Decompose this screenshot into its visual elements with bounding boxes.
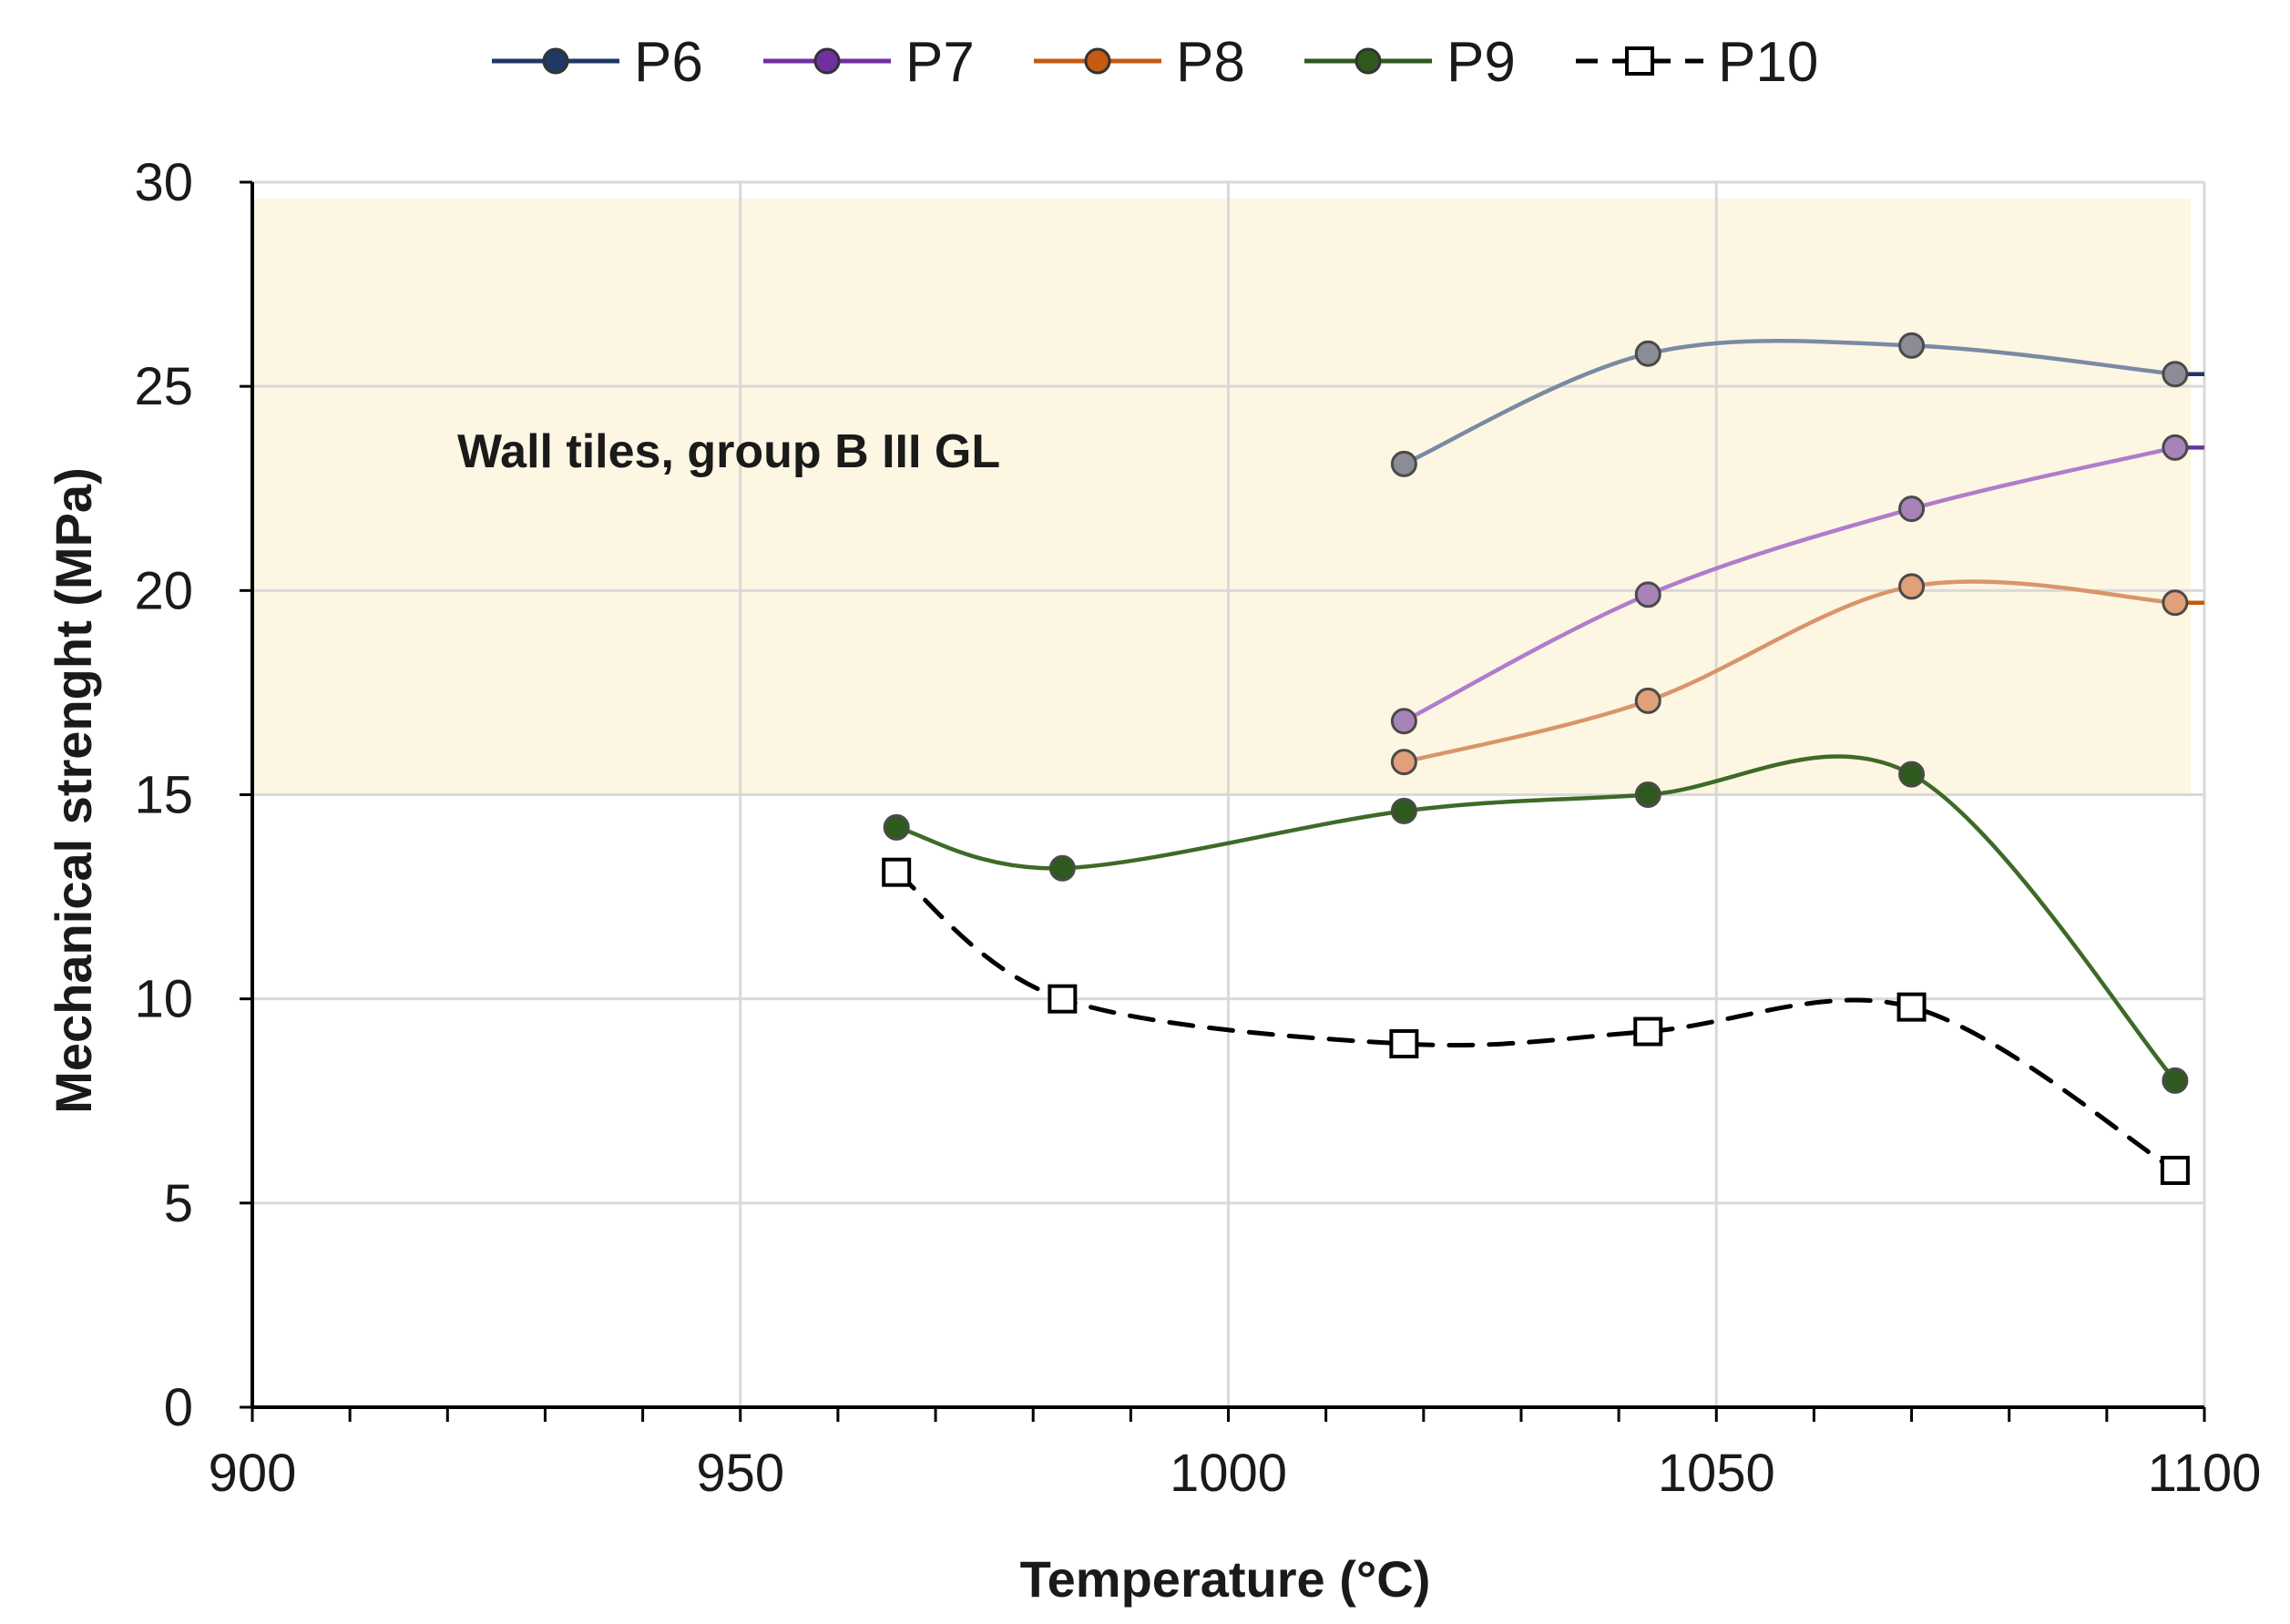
data-point-p7 xyxy=(1390,708,1417,735)
data-point-p7 xyxy=(1634,581,1661,608)
shaded-region-label: Wall tiles, group B III GL xyxy=(457,425,1000,478)
data-point-p6 xyxy=(1634,340,1661,367)
legend-label-p10: P10 xyxy=(1718,31,1818,94)
axes: 0 5 10 15 20 25 30 900 950 1000 1050 1100 xyxy=(134,153,2261,1503)
data-point-p10 xyxy=(1896,992,1927,1022)
legend-item-p8: P8 xyxy=(1034,31,1245,94)
legend-label-p7: P7 xyxy=(905,31,975,94)
data-point-p10 xyxy=(2160,1155,2190,1185)
data-point-p7 xyxy=(2162,434,2189,461)
data-point-p10 xyxy=(1389,1028,1419,1058)
y-tick-label: 5 xyxy=(164,1174,193,1233)
data-point-p7 xyxy=(1898,495,1926,523)
series xyxy=(882,332,2204,1185)
legend-item-p6: P6 xyxy=(492,31,703,94)
y-axis-title: Mechanical strenght (MPa) xyxy=(45,467,102,1113)
legend-item-p7: P7 xyxy=(763,31,975,94)
y-tick-label: 0 xyxy=(164,1378,193,1437)
series-line-p10 xyxy=(894,870,2178,1173)
data-point-p6 xyxy=(1390,450,1417,477)
y-tick-label: 25 xyxy=(134,357,193,416)
legend-marker-p8 xyxy=(1084,47,1111,75)
data-point-p10 xyxy=(1633,1016,1663,1047)
data-point-p10 xyxy=(1048,984,1078,1014)
x-axis-title: Temperature (°C) xyxy=(1020,1550,1431,1608)
x-tick-label: 1050 xyxy=(1658,1444,1775,1503)
series-p9 xyxy=(883,754,2189,1094)
data-point-p9 xyxy=(1048,854,1076,882)
legend-marker-p10 xyxy=(1625,46,1654,76)
x-tick-label: 950 xyxy=(696,1444,784,1503)
grid xyxy=(252,180,2206,1407)
data-point-p9 xyxy=(2162,1067,2189,1094)
x-tick-label: 1000 xyxy=(1170,1444,1287,1503)
data-point-p9 xyxy=(1898,761,1926,788)
data-point-p8 xyxy=(1898,573,1926,600)
shaded-region-rect xyxy=(252,198,2191,795)
y-tick-label: 10 xyxy=(134,970,193,1029)
legend-marker-p9 xyxy=(1355,47,1382,75)
y-tick-label: 15 xyxy=(134,766,193,825)
data-point-p9 xyxy=(1390,797,1417,824)
legend-label-p8: P8 xyxy=(1176,31,1245,94)
data-point-p6 xyxy=(2162,361,2189,388)
series-line-p7 xyxy=(1402,445,2178,724)
data-point-p9 xyxy=(1634,781,1661,808)
series-line-p8 xyxy=(1402,579,2178,764)
data-point-p8 xyxy=(1390,749,1417,776)
y-tick-label: 30 xyxy=(134,153,193,212)
series-p8 xyxy=(1390,573,2204,776)
legend: P6 P7 P8 P9 P10 xyxy=(492,31,1818,94)
series-p6 xyxy=(1390,332,2204,477)
legend-item-p10: P10 xyxy=(1576,31,1818,94)
data-point-p8 xyxy=(1634,687,1661,714)
series-p7 xyxy=(1390,434,2204,735)
legend-label-p6: P6 xyxy=(634,31,703,94)
data-point-p10 xyxy=(882,857,912,887)
x-tick-label: 900 xyxy=(209,1444,297,1503)
data-point-p9 xyxy=(883,813,910,841)
legend-label-p9: P9 xyxy=(1447,31,1516,94)
legend-item-p9: P9 xyxy=(1304,31,1516,94)
x-tick-label: 1100 xyxy=(2148,1444,2262,1503)
data-point-p6 xyxy=(1898,332,1926,359)
legend-marker-p7 xyxy=(813,47,841,75)
shaded-region xyxy=(252,198,2191,795)
series-line-p6 xyxy=(1402,339,2178,466)
legend-marker-p6 xyxy=(542,47,569,75)
series-line-p9 xyxy=(894,754,2178,1083)
series-p10 xyxy=(882,857,2190,1185)
data-point-p8 xyxy=(2162,589,2189,617)
y-tick-label: 20 xyxy=(134,561,193,620)
